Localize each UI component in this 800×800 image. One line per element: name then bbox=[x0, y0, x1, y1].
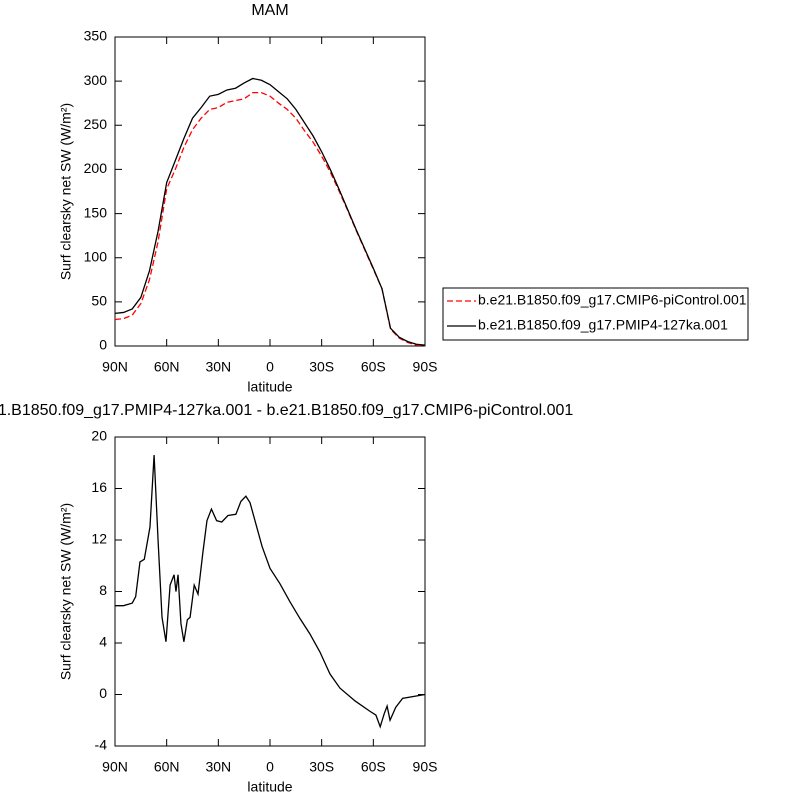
x-tick-label: 60N bbox=[154, 759, 180, 775]
y-tick-label: 0 bbox=[99, 685, 107, 701]
y-tick-label: 16 bbox=[91, 479, 107, 495]
x-tick-label: 30S bbox=[309, 759, 334, 775]
data-line bbox=[115, 454, 426, 729]
y-tick-label: -4 bbox=[95, 737, 108, 753]
y-tick-label: 4 bbox=[99, 634, 107, 650]
x-tick-label: 60S bbox=[361, 759, 386, 775]
x-tick-label: 90S bbox=[413, 759, 438, 775]
y-tick-label: 200 bbox=[84, 160, 108, 176]
plot-frame bbox=[114, 36, 426, 347]
x-axis-label: latitude bbox=[247, 379, 292, 395]
data-line bbox=[114, 91, 426, 347]
y-tick-label: 20 bbox=[91, 428, 107, 444]
x-tick-label: 30N bbox=[205, 759, 231, 775]
x-tick-label: 0 bbox=[266, 359, 274, 375]
chart-title: b.e21.B1850.f09_g17.PMIP4-127ka.001 - b.… bbox=[0, 402, 573, 419]
y-axis-label: Surf clearsky net SW (W/m²) bbox=[58, 503, 74, 680]
x-tick-label: 30S bbox=[309, 359, 334, 375]
y-tick-label: 12 bbox=[91, 531, 107, 547]
chart-title: MAM bbox=[251, 2, 288, 19]
x-tick-label: 0 bbox=[266, 759, 274, 775]
y-tick-label: 150 bbox=[84, 204, 108, 220]
x-tick-label: 30N bbox=[205, 359, 231, 375]
x-axis-label: latitude bbox=[247, 779, 292, 795]
legend-label: b.e21.B1850.f09_g17.PMIP4-127ka.001 bbox=[478, 317, 728, 333]
x-tick-label: 90S bbox=[413, 359, 438, 375]
x-tick-label: 60N bbox=[154, 359, 180, 375]
y-tick-label: 0 bbox=[99, 337, 107, 353]
y-tick-label: 8 bbox=[99, 582, 107, 598]
x-tick-label: 90N bbox=[102, 359, 128, 375]
y-tick-label: 50 bbox=[91, 293, 107, 309]
x-tick-label: 90N bbox=[102, 759, 128, 775]
y-tick-label: 300 bbox=[84, 72, 108, 88]
legend-label: b.e21.B1850.f09_g17.CMIP6-piControl.001 bbox=[478, 292, 747, 308]
legend-box bbox=[442, 287, 749, 341]
y-axis-label: Surf clearsky net SW (W/m²) bbox=[58, 103, 74, 280]
plot-frame bbox=[114, 436, 426, 747]
y-tick-label: 100 bbox=[84, 248, 108, 264]
y-tick-label: 250 bbox=[84, 116, 108, 132]
y-tick-label: 350 bbox=[84, 28, 108, 44]
data-line bbox=[114, 77, 426, 346]
x-tick-label: 60S bbox=[361, 359, 386, 375]
